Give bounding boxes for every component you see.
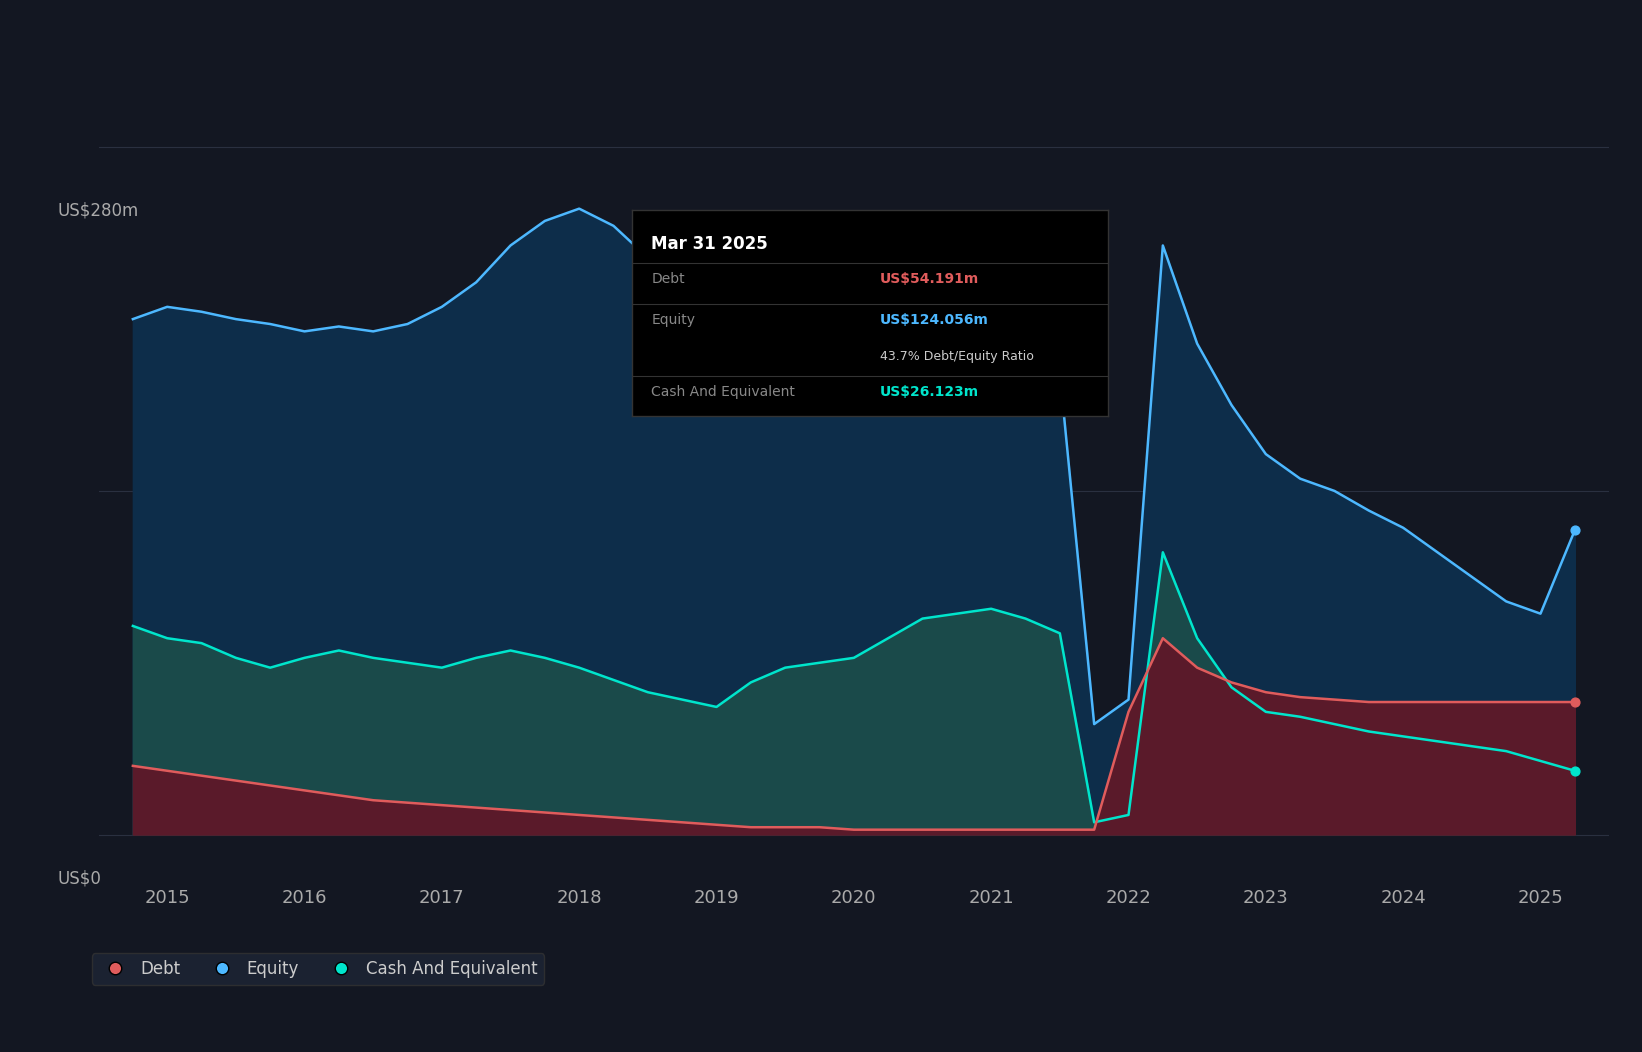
Point xyxy=(1562,763,1588,780)
Point xyxy=(1562,693,1588,710)
Text: Equity: Equity xyxy=(652,313,695,327)
Text: US$54.191m: US$54.191m xyxy=(880,272,979,286)
Text: US$0: US$0 xyxy=(57,870,102,888)
Point xyxy=(1562,522,1588,539)
Legend: Debt, Equity, Cash And Equivalent: Debt, Equity, Cash And Equivalent xyxy=(92,953,544,985)
Text: US$26.123m: US$26.123m xyxy=(880,385,979,399)
Text: Debt: Debt xyxy=(652,272,685,286)
Text: 43.7% Debt/Equity Ratio: 43.7% Debt/Equity Ratio xyxy=(880,350,1034,363)
Text: Cash And Equivalent: Cash And Equivalent xyxy=(652,385,795,399)
Text: US$280m: US$280m xyxy=(57,202,138,220)
Text: Mar 31 2025: Mar 31 2025 xyxy=(652,235,768,254)
Text: US$124.056m: US$124.056m xyxy=(880,313,988,327)
